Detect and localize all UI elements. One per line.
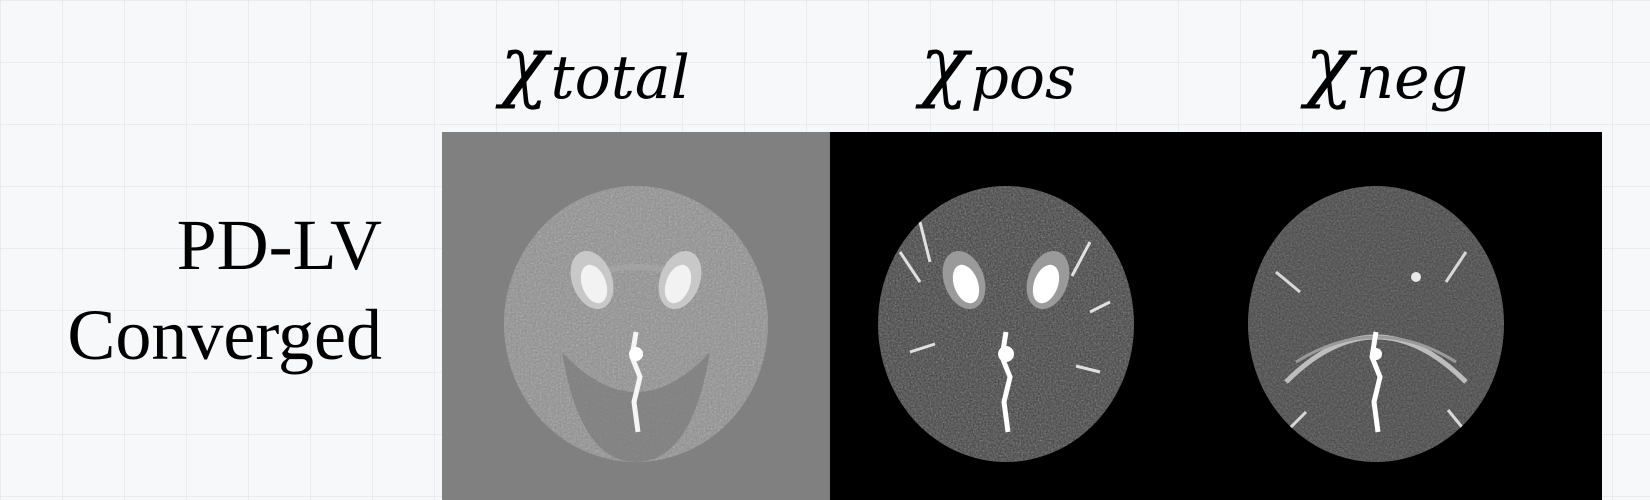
row-label-line-2: Converged (67, 295, 382, 375)
brain-image-neg (1216, 132, 1602, 500)
brain-image-pos (830, 132, 1216, 500)
chi-symbol: χ (920, 18, 969, 111)
chi-symbol: χ (500, 18, 549, 111)
subscript-total: total (550, 43, 690, 113)
chi-symbol: χ (1305, 18, 1354, 111)
brain-image-total (442, 132, 830, 500)
subscript-neg: neg (1355, 43, 1469, 113)
subscript-pos: pos (970, 43, 1076, 113)
row-label: PD-LV Converged (2, 200, 382, 380)
column-header-pos: χpos (920, 18, 1076, 114)
row-label-line-1: PD-LV (176, 205, 382, 285)
column-header-neg: χneg (1305, 18, 1469, 114)
column-header-total: χtotal (500, 18, 690, 114)
